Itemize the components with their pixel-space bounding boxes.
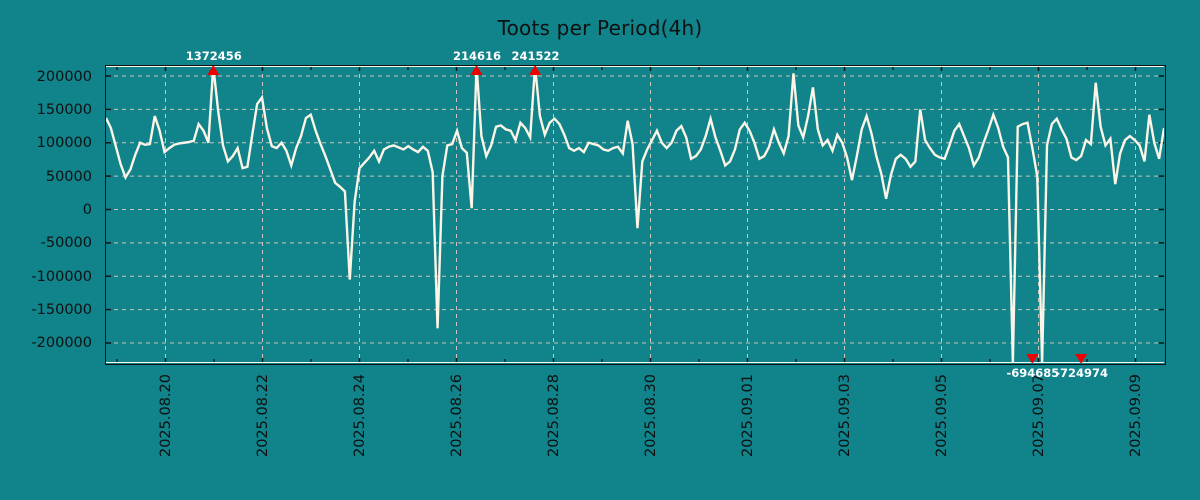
x-axis-tick-label: 2025.08.30: [643, 374, 659, 458]
x-axis-tick-label: 2025.09.05: [934, 374, 950, 458]
x-axis-tick-label: 2025.08.24: [352, 374, 368, 458]
y-axis-tick-label: -100000: [31, 268, 92, 285]
chart-title: Toots per Period(4h): [497, 16, 703, 40]
x-axis-tick-label: 2025.09.07: [1031, 374, 1047, 458]
x-axis-tick-label: 2025.08.22: [255, 374, 271, 458]
y-axis-tick-label: 0: [82, 201, 92, 218]
y-axis-tick-label: -50000: [40, 235, 92, 252]
y-axis-tick-label: 100000: [36, 135, 92, 152]
annotation-marker: [1075, 354, 1088, 363]
x-axis-tick-label: 2025.09.03: [837, 374, 853, 458]
x-axis-tick-label: 2025.08.26: [449, 374, 465, 458]
annotation-marker: [207, 66, 220, 75]
annotation-marker: [470, 66, 483, 75]
y-axis-tick-label: 150000: [36, 101, 92, 118]
y-axis-tick-label: -200000: [31, 335, 92, 352]
x-axis-tick-label: 2025.09.01: [740, 374, 756, 458]
plot-area: [105, 65, 1166, 365]
annotation-label: -724974: [1055, 365, 1109, 380]
x-axis-tick-label: 2025.08.28: [546, 374, 562, 458]
y-axis-tick-label: 50000: [45, 168, 92, 185]
x-axis-tick-label: 2025.08.20: [158, 374, 174, 458]
annotation-marker: [529, 66, 542, 75]
y-axis-tick-label: -150000: [31, 302, 92, 319]
annotation-marker: [1026, 354, 1039, 363]
series-line: [106, 66, 1164, 363]
annotation-label: 1372456: [185, 48, 242, 63]
annotation-label: 214616: [453, 48, 502, 63]
x-axis-tick-label: 2025.09.09: [1128, 374, 1144, 458]
y-axis-tick-label: 200000: [36, 68, 92, 85]
annotation-label: 241522: [511, 48, 560, 63]
annotation-label: -694685: [1006, 365, 1060, 380]
